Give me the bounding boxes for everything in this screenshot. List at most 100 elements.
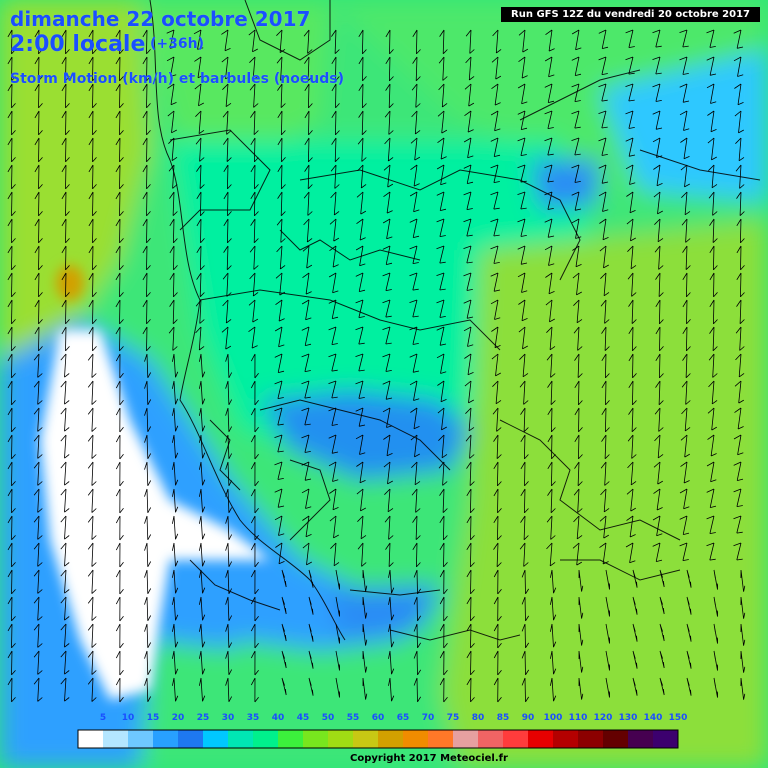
wind-barb (437, 137, 447, 160)
wind-barb (308, 623, 314, 642)
wind-barb (274, 488, 285, 508)
wind-barb (61, 245, 70, 271)
wind-barb (276, 56, 286, 81)
wind-barb (61, 191, 70, 217)
wind-barb (463, 272, 473, 291)
wind-barb (517, 83, 528, 105)
wind-barb (706, 515, 716, 534)
wind-barb (142, 299, 151, 325)
wind-barb (411, 83, 421, 108)
wind-barb (545, 299, 555, 323)
wind-barb (199, 353, 206, 378)
legend-swatch (253, 730, 279, 748)
wind-barb (7, 299, 16, 325)
legend-tick: 75 (446, 713, 460, 723)
wind-barb (655, 272, 664, 297)
wind-barb (303, 191, 313, 216)
wind-barb (7, 596, 16, 622)
wind-barb (547, 488, 556, 514)
wind-barb (598, 83, 608, 102)
wind-barb (33, 434, 43, 459)
wind-barb (706, 29, 716, 48)
wind-barb (709, 245, 718, 271)
wind-barb (7, 569, 16, 595)
wind-barb (7, 29, 16, 55)
wind-barb (115, 245, 124, 271)
wind-barb (436, 353, 447, 374)
wind-barb (466, 569, 475, 595)
wind-barb (362, 596, 368, 619)
wind-barb (249, 272, 259, 297)
wind-barb (115, 596, 124, 622)
wind-barb (463, 137, 474, 159)
wind-barb (358, 29, 367, 55)
wind-barb (34, 299, 43, 325)
wind-barb (680, 434, 691, 458)
wind-barb (225, 650, 233, 675)
legend-swatch (578, 730, 604, 748)
wind-barb (87, 488, 97, 513)
wind-barb (7, 380, 16, 406)
wind-barb (625, 542, 636, 564)
wind-barb (88, 299, 97, 325)
wind-barb (465, 434, 475, 459)
wind-barb (439, 596, 448, 622)
wind-barb (87, 380, 97, 405)
wind-barb (733, 542, 743, 561)
wind-barb (7, 137, 16, 163)
wind-barb (605, 596, 610, 617)
wind-barb (733, 56, 744, 77)
wind-barb (115, 569, 124, 595)
wind-barb (734, 110, 744, 134)
wind-barb (61, 56, 70, 82)
wind-barb (436, 218, 446, 237)
wind-barb (410, 434, 420, 458)
wind-barb (599, 542, 609, 565)
wind-barb (493, 569, 502, 595)
wind-barb (574, 434, 583, 460)
wind-barb (598, 137, 608, 156)
wind-barb (225, 353, 233, 378)
wind-barb (248, 29, 258, 53)
wind-barb (439, 650, 448, 676)
wind-barb (681, 407, 691, 432)
legend-swatch (478, 730, 504, 748)
wind-barb (463, 191, 473, 210)
wind-barb (652, 515, 663, 537)
wind-barb (196, 218, 205, 244)
wind-barb (355, 272, 366, 292)
legend-swatch (378, 730, 404, 748)
wind-barb (142, 218, 151, 244)
wind-barb (61, 218, 70, 244)
wind-barb (356, 191, 367, 215)
wind-barb (7, 191, 16, 217)
wind-barb (87, 677, 97, 702)
wind-barb (412, 542, 421, 568)
wind-barb (578, 569, 584, 592)
wind-barb (115, 299, 124, 325)
wind-barb (33, 569, 43, 594)
wind-barb (199, 623, 206, 648)
wind-barb (707, 137, 717, 161)
wind-barb (222, 272, 232, 297)
wind-barb (250, 542, 259, 568)
wind-barb (493, 434, 502, 459)
wind-barb (362, 677, 368, 700)
wind-barb (680, 164, 690, 188)
wind-barb (144, 542, 152, 567)
wind-barb (437, 380, 447, 403)
wind-barb (463, 218, 473, 237)
wind-barb (195, 299, 205, 324)
wind-barb (625, 137, 636, 157)
wind-barb (628, 353, 637, 379)
wind-barb (362, 623, 368, 646)
wind-barb (87, 596, 97, 621)
wind-barb (88, 164, 97, 190)
wind-barb (734, 407, 744, 430)
wind-barb (87, 407, 97, 432)
wind-barb (679, 488, 690, 510)
wind-barb (87, 650, 97, 675)
wind-barb (355, 245, 366, 267)
wind-barb (7, 461, 16, 487)
wind-barb (304, 164, 313, 190)
